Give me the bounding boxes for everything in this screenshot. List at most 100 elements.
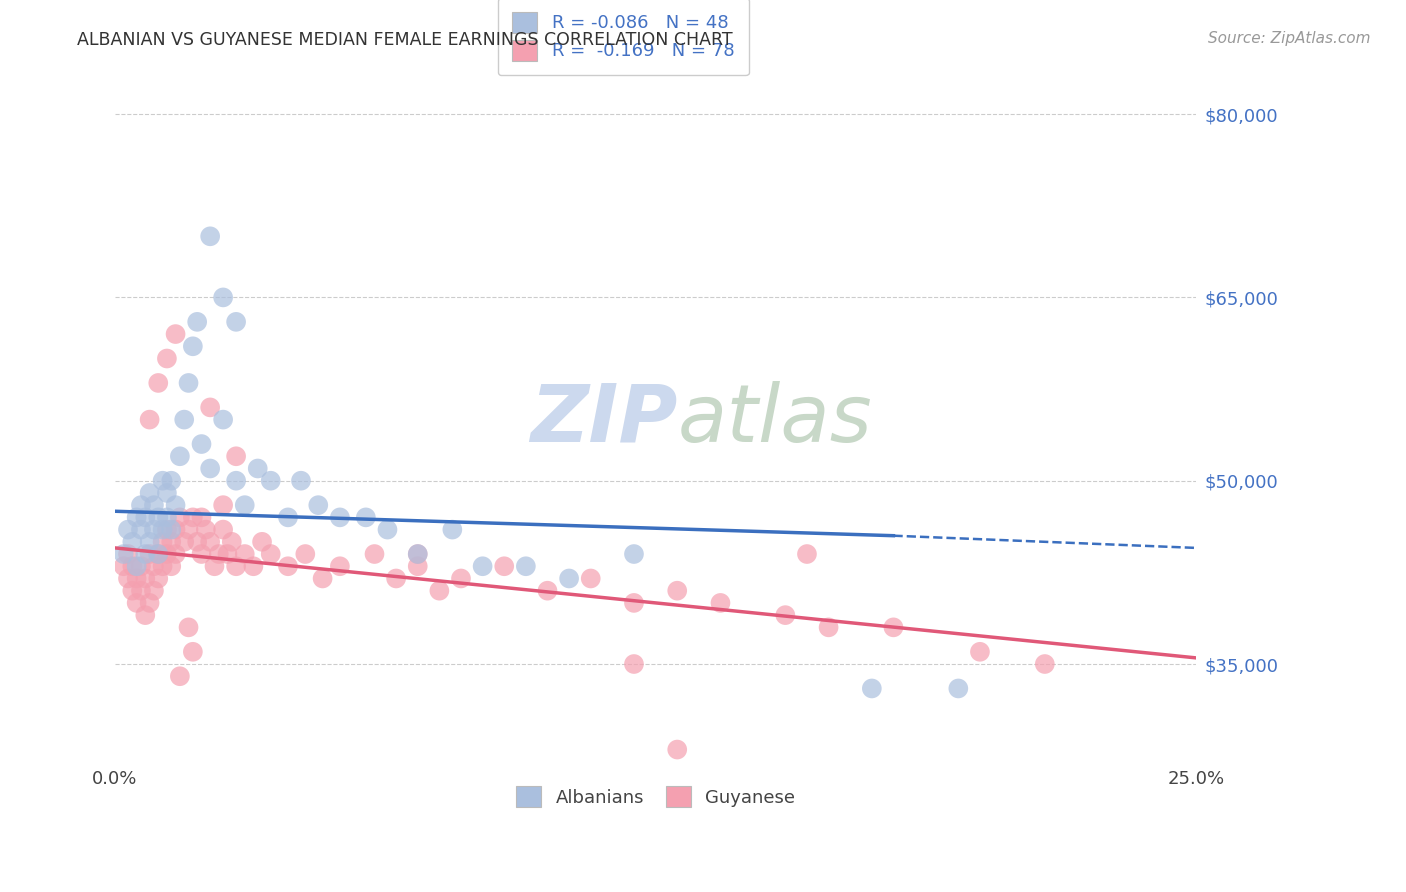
Point [190, 547, 212, 561]
Point [1033, 657, 1056, 671]
Point [204, 559, 226, 574]
Point [406, 547, 429, 561]
Point [198, 229, 221, 244]
Point [165, 547, 187, 561]
Point [311, 572, 333, 586]
Point [250, 534, 273, 549]
Point [148, 572, 170, 586]
Point [138, 534, 160, 549]
Point [882, 620, 904, 634]
Point [194, 523, 217, 537]
Point [142, 523, 165, 537]
Point [190, 437, 212, 451]
Point [177, 376, 200, 390]
Point [198, 461, 221, 475]
Point [190, 510, 212, 524]
Point [623, 596, 645, 610]
Point [558, 572, 581, 586]
Point [148, 547, 170, 561]
Point [177, 620, 200, 634]
Point [177, 523, 200, 537]
Point [156, 547, 179, 561]
Point [775, 608, 797, 623]
Point [406, 559, 429, 574]
Point [160, 534, 183, 549]
Point [406, 547, 429, 561]
Point [277, 559, 299, 574]
Point [148, 510, 170, 524]
Point [152, 474, 174, 488]
Point [181, 645, 204, 659]
Point [796, 547, 818, 561]
Point [156, 510, 179, 524]
Point [129, 523, 152, 537]
Point [181, 510, 204, 524]
Point [212, 412, 235, 426]
Point [536, 583, 558, 598]
Point [329, 559, 352, 574]
Point [186, 534, 208, 549]
Point [860, 681, 883, 696]
Point [160, 523, 183, 537]
Point [212, 290, 235, 304]
Legend: Albanians, Guyanese: Albanians, Guyanese [509, 779, 803, 814]
Point [623, 657, 645, 671]
Point [212, 498, 235, 512]
Point [169, 510, 191, 524]
Point [125, 559, 148, 574]
Point [173, 412, 195, 426]
Point [208, 547, 231, 561]
Point [117, 547, 139, 561]
Point [173, 534, 195, 549]
Point [125, 572, 148, 586]
Point [134, 510, 156, 524]
Point [666, 583, 689, 598]
Point [129, 559, 152, 574]
Point [363, 547, 385, 561]
Point [112, 559, 135, 574]
Text: atlas: atlas [678, 381, 872, 458]
Point [225, 315, 247, 329]
Point [233, 498, 256, 512]
Point [142, 583, 165, 598]
Point [125, 596, 148, 610]
Point [329, 510, 352, 524]
Point [290, 474, 312, 488]
Point [198, 534, 221, 549]
Text: ZIP: ZIP [530, 381, 678, 458]
Point [225, 474, 247, 488]
Point [125, 510, 148, 524]
Text: Source: ZipAtlas.com: Source: ZipAtlas.com [1208, 31, 1371, 46]
Point [142, 498, 165, 512]
Point [165, 523, 187, 537]
Point [138, 486, 160, 500]
Point [225, 450, 247, 464]
Point [354, 510, 377, 524]
Point [121, 534, 143, 549]
Point [260, 547, 283, 561]
Point [666, 742, 689, 756]
Point [277, 510, 299, 524]
Point [138, 596, 160, 610]
Point [117, 572, 139, 586]
Point [160, 474, 183, 488]
Point [212, 523, 235, 537]
Point [260, 474, 283, 488]
Point [217, 547, 239, 561]
Point [121, 583, 143, 598]
Point [160, 559, 183, 574]
Point [186, 315, 208, 329]
Point [121, 559, 143, 574]
Point [129, 583, 152, 598]
Point [294, 547, 316, 561]
Point [165, 498, 187, 512]
Point [152, 559, 174, 574]
Point [181, 339, 204, 353]
Point [242, 559, 264, 574]
Point [441, 523, 464, 537]
Point [156, 486, 179, 500]
Point [134, 572, 156, 586]
Point [138, 412, 160, 426]
Point [969, 645, 991, 659]
Point [129, 498, 152, 512]
